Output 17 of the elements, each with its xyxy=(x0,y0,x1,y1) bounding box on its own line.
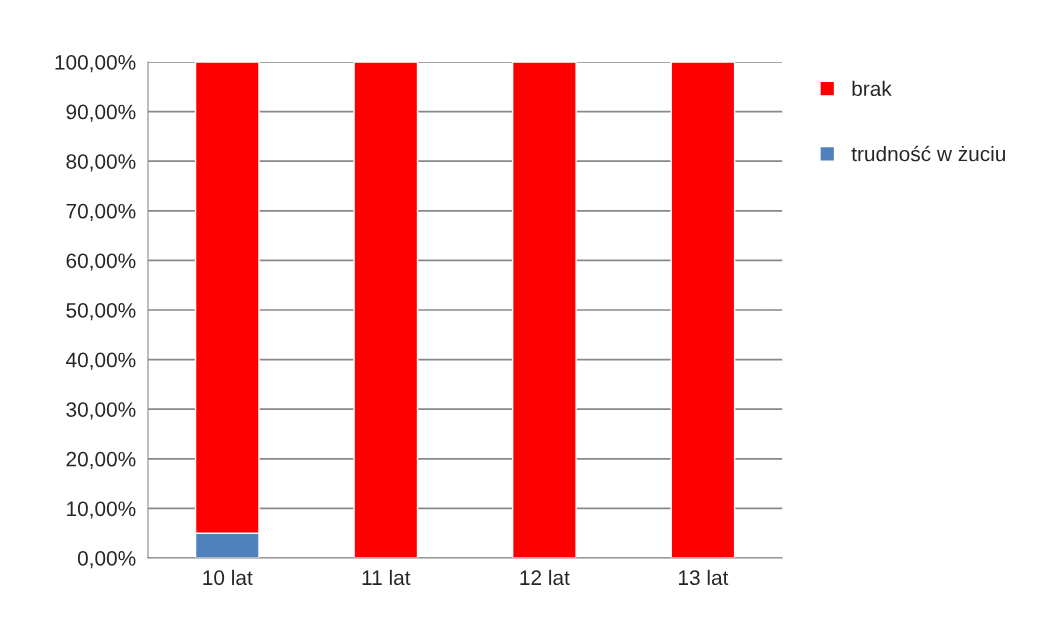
legend-label: brak xyxy=(852,80,892,97)
y-tick-label: 0,00% xyxy=(77,551,136,569)
y-tick-label: 100,00% xyxy=(55,55,136,73)
y-tick-label: 80,00% xyxy=(66,154,136,172)
y-tick-label: 30,00% xyxy=(66,402,136,420)
x-tick-label: 10 lat xyxy=(203,569,253,586)
legend-label: trudność w żuciu xyxy=(851,145,1005,162)
y-tick-label: 20,00% xyxy=(66,451,136,470)
y-tick-label: 40,00% xyxy=(66,352,136,370)
x-tick-label: 12 lat xyxy=(520,569,570,586)
y-tick-label: 60,00% xyxy=(66,253,136,271)
y-tick-label: 90,00% xyxy=(66,104,136,122)
y-tick-label: 10,00% xyxy=(67,501,136,519)
x-tick-label: 11 lat xyxy=(362,569,411,586)
x-tick-label: 13 lat xyxy=(679,569,729,586)
y-tick-label: 50,00% xyxy=(66,303,136,321)
y-tick-label: 70,00% xyxy=(66,203,136,222)
